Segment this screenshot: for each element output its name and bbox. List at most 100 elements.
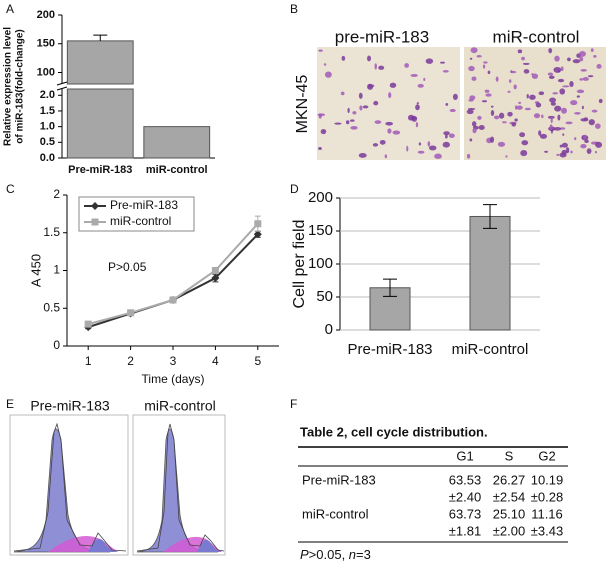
x-tick-label: miR-control — [452, 341, 529, 358]
footnote-part: =3 — [356, 547, 371, 562]
cell-dot — [541, 114, 544, 119]
flow-histograms: Pre-miR-183 miR-control — [9, 398, 226, 556]
cell-dot — [554, 105, 562, 112]
micrograph — [464, 47, 606, 160]
cell-dot — [323, 63, 327, 66]
y-tick-label: 200 — [37, 9, 55, 21]
table-header: G1 — [456, 448, 473, 463]
table-title: Table 2, cell cycle distribution. — [300, 424, 488, 439]
cell-dot — [406, 145, 409, 152]
cell-dot — [524, 107, 531, 111]
cell-dot — [570, 100, 578, 106]
marker — [169, 296, 177, 304]
cell-dot — [384, 154, 388, 159]
cell-dot — [410, 73, 418, 77]
y-tick-label: 150 — [308, 222, 333, 239]
cell-dot — [317, 113, 326, 117]
x-tick-label: 1 — [85, 354, 92, 368]
panel-label: C — [6, 182, 15, 196]
cell-dot — [404, 63, 410, 68]
cell-dot — [367, 83, 374, 90]
panel-label: F — [290, 397, 297, 411]
cell-dot — [497, 141, 506, 147]
y-axis-label: Cell per field — [291, 220, 308, 309]
cell-dot — [580, 143, 587, 149]
table-cell: ±2.40 — [449, 489, 481, 504]
annotation: P>0.05 — [108, 260, 147, 274]
marker — [253, 230, 262, 239]
cell-dot — [434, 153, 442, 159]
cell-dot — [554, 55, 560, 62]
table-cell: 10.19 — [531, 472, 564, 487]
cell-dot — [442, 70, 449, 73]
legend-label: miR-control — [110, 214, 171, 228]
cell-dot — [471, 76, 477, 81]
error-bar — [93, 34, 108, 41]
cell-dot — [374, 120, 382, 124]
cell-dot — [514, 118, 518, 122]
cell-dot — [318, 49, 323, 52]
image-label: pre-miR-183 — [335, 27, 429, 46]
cell-dot — [418, 142, 422, 146]
cell-dot — [574, 137, 577, 141]
histogram-frame — [9, 414, 129, 556]
y-tick-label: 2 — [53, 187, 60, 201]
bar — [469, 215, 511, 331]
cell-dot — [417, 150, 425, 154]
cell-dot — [407, 114, 415, 121]
y-tick-label: 1 — [53, 263, 60, 277]
chart: 0 0.5 1 1.5 2 A 450 1 2 3 4 5 Time (days) P>0.05 Pre-… — [28, 187, 279, 386]
marker — [211, 274, 220, 283]
cell-dot — [538, 130, 542, 136]
cell-dot — [425, 58, 434, 64]
y-tick-label: 1.5 — [40, 105, 55, 117]
cell-dot — [580, 69, 587, 72]
table-cell: 26.27 — [493, 472, 526, 487]
cell-dot — [318, 147, 322, 150]
cell-dot — [378, 65, 385, 70]
cell-dot — [358, 153, 367, 158]
cell-dot — [389, 82, 397, 88]
cell-dot — [466, 153, 471, 159]
cell-dot — [485, 93, 492, 97]
cell-dot — [520, 149, 528, 157]
image-label: miR-control — [493, 27, 580, 46]
cell-dot — [548, 75, 555, 80]
cell-dot — [513, 84, 517, 90]
cell-dot — [379, 139, 386, 145]
cell-dot — [561, 142, 568, 148]
cell-dot — [372, 143, 379, 147]
y-tick-label: 0.5 — [43, 300, 60, 314]
table-cell: ±1.81 — [449, 523, 481, 538]
cell-dot — [481, 100, 488, 103]
y-tick-label: 50 — [316, 288, 333, 305]
cell-dot — [345, 120, 350, 125]
cell-dot — [341, 55, 346, 61]
cell-dot — [358, 92, 363, 99]
cell-dot — [362, 105, 369, 109]
cell-dot — [556, 153, 560, 156]
cell-dot — [476, 54, 482, 58]
cell-dot — [340, 91, 345, 96]
cell-dot — [550, 101, 557, 106]
cell-dot — [557, 78, 565, 83]
cell-dot — [452, 93, 458, 100]
cell-dot — [565, 147, 570, 154]
table-body: Pre-miR-183 63.53 26.27 10.19 ±2.40 ±2.54 ±0.2… — [302, 472, 563, 538]
y-tick-label: 0.0 — [40, 152, 55, 164]
cell-dot — [569, 81, 574, 88]
cell-dot — [586, 148, 592, 154]
cell-dot — [511, 122, 517, 127]
cell-dot — [468, 65, 475, 72]
cell-dot — [324, 71, 332, 78]
cell-dot — [445, 134, 448, 139]
cell-dot — [517, 49, 523, 54]
marker — [127, 309, 135, 317]
cell-dot — [482, 64, 486, 69]
cell-dot — [593, 54, 597, 58]
y-tick-label: 200 — [308, 189, 333, 206]
cell-dot — [483, 61, 488, 64]
x-axis-label: Time (days) — [142, 372, 205, 386]
cell-dot — [516, 105, 523, 110]
